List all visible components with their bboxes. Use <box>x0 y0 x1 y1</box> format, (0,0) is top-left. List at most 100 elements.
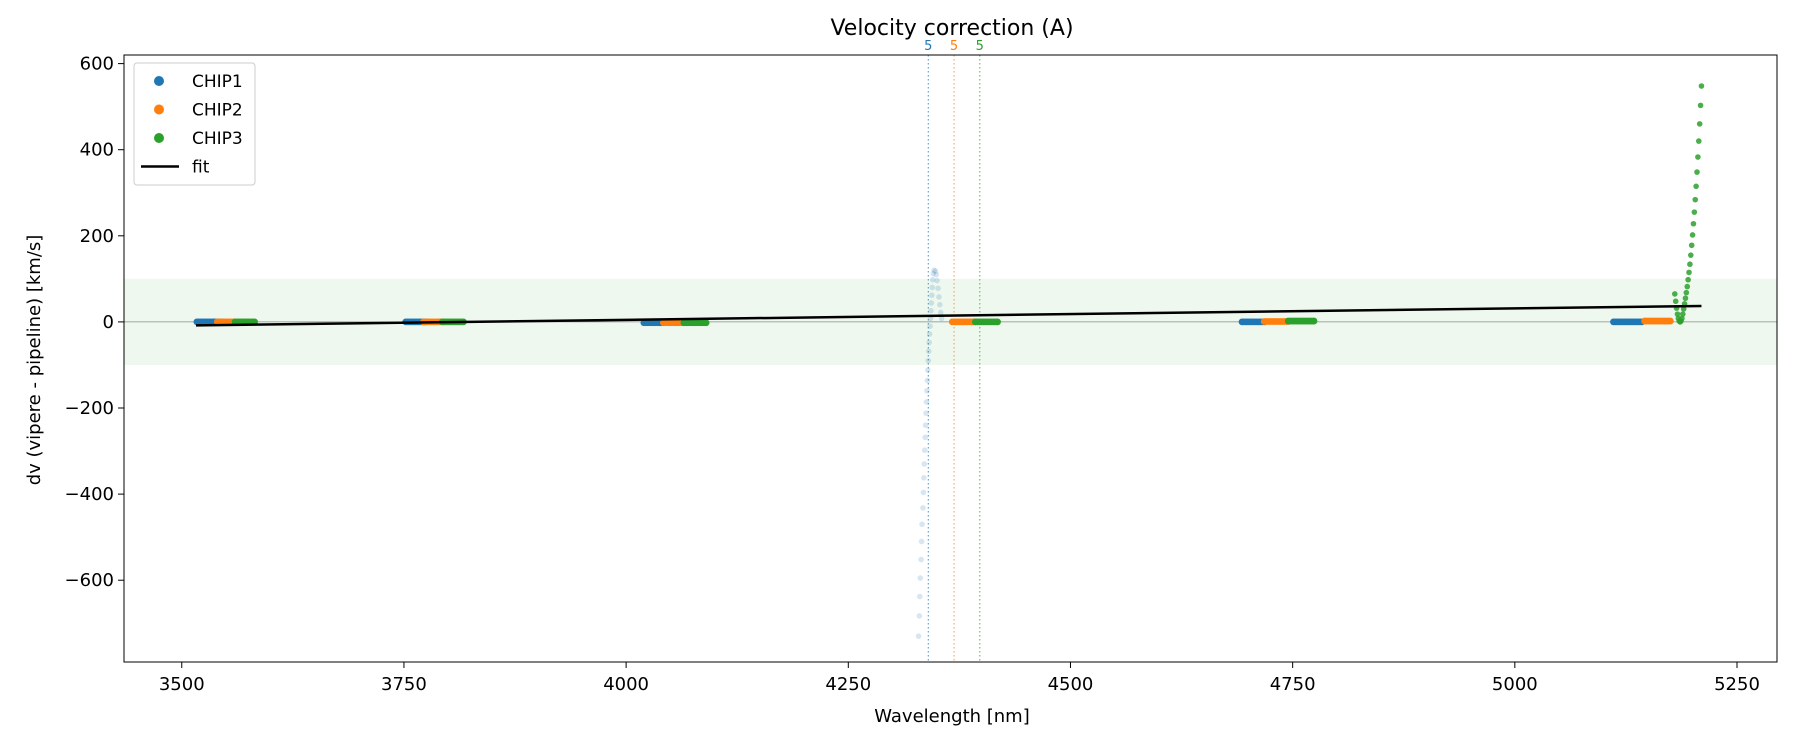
point-chip1 <box>917 593 923 600</box>
point-chip1 <box>934 277 940 284</box>
point-chip3 <box>1690 220 1697 227</box>
legend-label: CHIP3 <box>192 129 243 149</box>
point-chip1 <box>928 300 935 306</box>
legend-label: CHIP2 <box>192 101 243 121</box>
y-tick-label: −400 <box>65 484 114 505</box>
legend-label: CHIP1 <box>192 72 243 92</box>
data-points <box>193 83 1705 639</box>
legend-marker-chip2 <box>154 104 164 115</box>
segment-13 <box>1284 317 1318 325</box>
marker-line-label-2: 5 <box>976 39 984 54</box>
x-tick-label: 5000 <box>1492 674 1538 695</box>
point-chip3 <box>1687 261 1693 268</box>
axes: 3500 3750 4000 4250 4500 4750 5000 5250−600−400… <box>65 54 1778 695</box>
segment-11 <box>1238 318 1268 326</box>
point-chip1 <box>922 434 928 441</box>
legend-marker-chip1 <box>154 76 164 86</box>
point-chip3 <box>1693 183 1699 190</box>
x-tick-label: 3500 <box>159 674 205 695</box>
point-chip3 <box>1671 291 1678 297</box>
point-chip2 <box>1666 317 1674 325</box>
point-chip1 <box>923 410 929 416</box>
point-chip1 <box>917 575 924 581</box>
point-chip3 <box>702 319 710 327</box>
point-chip1 <box>924 377 931 384</box>
segment-14 <box>1610 318 1646 326</box>
marker-line-label-0: 5 <box>924 39 932 54</box>
point-chip1 <box>915 633 922 639</box>
point-chip1 <box>921 474 927 481</box>
point-chip3 <box>1692 196 1699 203</box>
point-chip3 <box>1695 154 1701 160</box>
point-chip1 <box>933 271 940 278</box>
point-chip3 <box>1691 209 1698 215</box>
plot-frame <box>123 54 1778 663</box>
point-chip1 <box>937 309 944 316</box>
point-chip1 <box>928 307 934 314</box>
segment-10 <box>971 318 1002 326</box>
point-chip3 <box>1685 276 1691 283</box>
point-chip3 <box>994 318 1002 326</box>
point-chip1 <box>929 276 936 283</box>
point-chip1 <box>927 323 933 330</box>
point-chip1 <box>929 292 935 299</box>
y-tick-label: 600 <box>80 54 114 75</box>
point-chip3 <box>1694 169 1700 175</box>
point-chip1 <box>921 461 928 467</box>
legend: CHIP1 CHIP2 CHIP3 fit <box>133 62 256 186</box>
point-chip1 <box>918 556 924 563</box>
y-tick-label: −600 <box>65 570 114 591</box>
point-chip3 <box>1683 289 1690 296</box>
point-chip3 <box>1695 138 1702 144</box>
point-chip3 <box>1679 311 1686 317</box>
point-chip1 <box>938 315 945 322</box>
segment-15 <box>1641 317 1674 325</box>
x-tick-label: 4250 <box>825 674 871 695</box>
point-chip1 <box>937 301 943 308</box>
point-chip1 <box>930 270 936 277</box>
y-tick-label: 400 <box>80 140 114 161</box>
point-chip1 <box>925 367 931 373</box>
x-tick-label: 4000 <box>603 674 649 695</box>
legend-marker-chip3 <box>154 133 164 143</box>
legend-box <box>133 62 256 186</box>
point-chip1 <box>918 538 925 545</box>
chart-title: Velocity correction (A) <box>830 16 1073 41</box>
point-chip1 <box>924 387 930 394</box>
y-tick-label: −200 <box>65 398 114 419</box>
point-chip1 <box>932 268 939 274</box>
point-chip3 <box>1686 269 1692 276</box>
point-chip3 <box>1684 283 1691 290</box>
point-chip1 <box>919 521 925 528</box>
x-tick-label: 5250 <box>1714 674 1760 695</box>
point-chip1 <box>922 422 929 429</box>
point-chip3 <box>1672 298 1679 305</box>
segment-8 <box>680 319 710 327</box>
point-chip3 <box>1680 306 1687 312</box>
point-chip3 <box>1682 295 1689 302</box>
x-axis-label: Wavelength [nm] <box>874 706 1030 727</box>
point-chip1 <box>920 505 926 511</box>
point-chip1 <box>923 399 930 405</box>
fit-line <box>195 304 1702 327</box>
y-axis-label: dv (vipere - pipeline) [km/s] <box>24 235 45 486</box>
point-chip3 <box>1310 317 1318 325</box>
point-chip3 <box>1688 242 1695 249</box>
point-chip3 <box>1696 121 1703 127</box>
x-tick-label: 4500 <box>1048 674 1094 695</box>
point-chip1 <box>926 339 932 346</box>
point-chip1 <box>916 613 923 619</box>
y-tick-label: 200 <box>80 226 114 247</box>
point-chip1 <box>929 284 936 291</box>
point-chip3 <box>1689 232 1696 238</box>
point-chip1 <box>936 294 942 300</box>
feature-chip1 <box>915 267 945 639</box>
point-chip3 <box>1679 315 1685 322</box>
x-tick-label: 3750 <box>381 674 427 695</box>
point-chip1 <box>926 331 933 337</box>
point-chip1 <box>925 357 932 364</box>
point-chip3 <box>1697 102 1704 109</box>
point-chip1 <box>925 348 932 354</box>
